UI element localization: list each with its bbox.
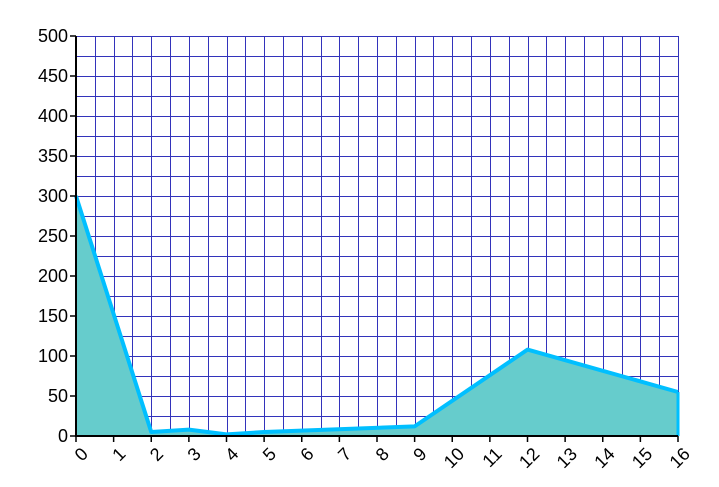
area-layer [74, 195, 680, 437]
x-tick-label: 12 [515, 444, 543, 472]
x-tick-label: 4 [221, 444, 242, 465]
x-tick-label: 7 [334, 444, 355, 465]
y-tick-label: 0 [58, 426, 68, 446]
axes [70, 35, 679, 442]
y-tick-label: 100 [38, 346, 68, 366]
y-tick-label: 50 [48, 386, 68, 406]
x-tick-label: 3 [184, 444, 205, 465]
series-line [74, 195, 679, 437]
x-tick-label: 9 [409, 444, 430, 465]
x-tick-label: 16 [666, 444, 694, 472]
y-tick-label: 200 [38, 266, 68, 286]
x-tick-label: 0 [71, 444, 92, 465]
y-tick-label: 150 [38, 306, 68, 326]
x-tick-label: 13 [553, 444, 581, 472]
x-tick-label: 5 [259, 444, 280, 465]
y-tick-label: 450 [38, 66, 68, 86]
x-tick-labels: 0 1 2 3 4 5 6 7 8 9 10 11 12 13 14 15 16 [71, 444, 694, 472]
x-tick-label: 15 [628, 444, 656, 472]
area-fill [76, 196, 678, 436]
y-tick-label: 400 [38, 106, 68, 126]
x-tick-label: 8 [372, 444, 393, 465]
x-tick-label: 2 [146, 444, 167, 465]
x-tick-label: 1 [108, 444, 129, 465]
y-tick-labels: 0 50 100 150 200 250 300 350 400 450 500 [38, 26, 68, 446]
x-tick-label: 14 [590, 444, 618, 472]
y-tick-label: 300 [38, 186, 68, 206]
x-tick-label: 6 [296, 444, 317, 465]
y-tick-label: 500 [38, 26, 68, 46]
x-tick-label: 10 [440, 444, 468, 472]
x-tick-label: 11 [478, 444, 505, 471]
y-tick-label: 350 [38, 146, 68, 166]
y-tick-label: 250 [38, 226, 68, 246]
